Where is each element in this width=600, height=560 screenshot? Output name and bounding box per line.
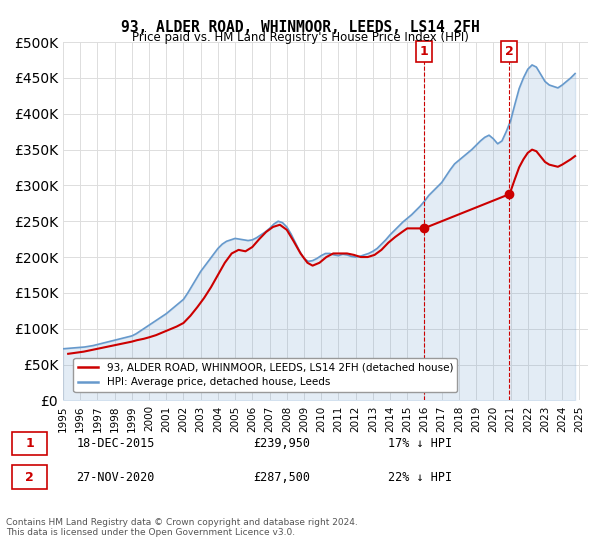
FancyBboxPatch shape [12, 465, 47, 489]
Text: £239,950: £239,950 [253, 437, 310, 450]
Text: 1: 1 [419, 45, 428, 58]
Legend: 93, ALDER ROAD, WHINMOOR, LEEDS, LS14 2FH (detached house), HPI: Average price, : 93, ALDER ROAD, WHINMOOR, LEEDS, LS14 2F… [73, 358, 457, 391]
Text: £287,500: £287,500 [253, 470, 310, 484]
Text: 17% ↓ HPI: 17% ↓ HPI [388, 437, 452, 450]
Text: 2: 2 [505, 45, 514, 58]
Text: Contains HM Land Registry data © Crown copyright and database right 2024.
This d: Contains HM Land Registry data © Crown c… [6, 518, 358, 538]
Text: 22% ↓ HPI: 22% ↓ HPI [388, 470, 452, 484]
Text: 2: 2 [25, 470, 34, 484]
Text: 1: 1 [25, 437, 34, 450]
Text: 93, ALDER ROAD, WHINMOOR, LEEDS, LS14 2FH: 93, ALDER ROAD, WHINMOOR, LEEDS, LS14 2F… [121, 20, 479, 35]
Text: 27-NOV-2020: 27-NOV-2020 [77, 470, 155, 484]
Text: Price paid vs. HM Land Registry's House Price Index (HPI): Price paid vs. HM Land Registry's House … [131, 31, 469, 44]
Text: 18-DEC-2015: 18-DEC-2015 [77, 437, 155, 450]
FancyBboxPatch shape [12, 432, 47, 455]
